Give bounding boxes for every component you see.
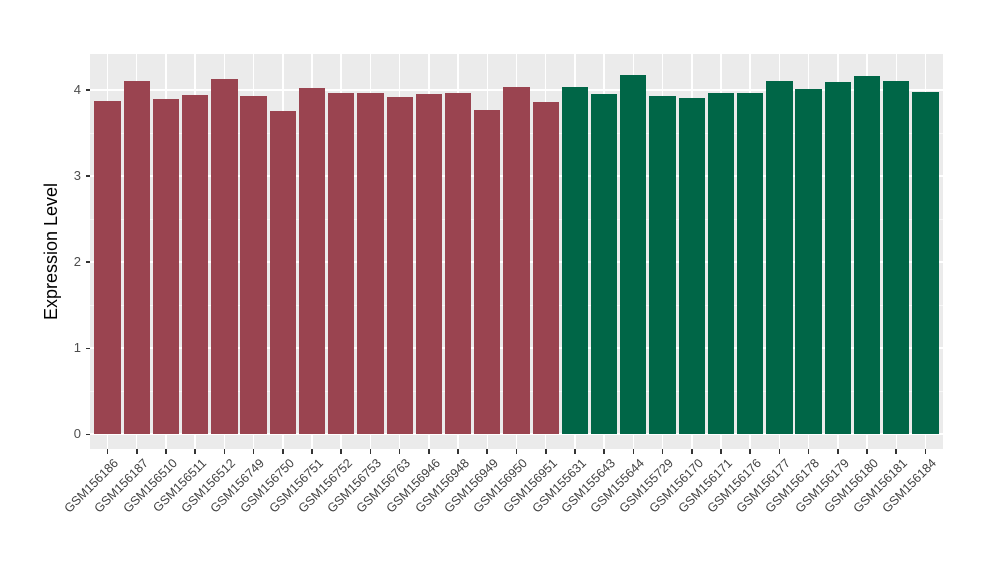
y-tick-label: 3 [73,168,81,184]
bar [561,87,589,435]
bar [824,82,851,435]
bar [240,96,267,435]
bar [912,91,939,435]
y-tick-label: 2 [73,254,81,270]
bar [678,97,705,435]
x-tick-mark [457,449,459,454]
x-tick-mark [720,449,722,454]
bar [211,78,238,435]
bar [386,96,413,435]
x-tick-mark [340,449,343,454]
x-tick-mark [252,449,255,454]
x-tick-mark [515,449,518,454]
bar [503,87,530,435]
y-axis-title: Expression Level [41,182,62,321]
plot-panel [90,54,943,449]
x-tick-mark [223,449,226,454]
x-tick-mark [282,449,284,454]
bar [707,93,735,435]
x-tick-mark [428,449,430,454]
x-tick-mark [398,449,401,454]
x-tick-mark [544,449,547,454]
y-tick-mark [85,89,90,91]
x-tick-mark [165,449,167,454]
bar [883,81,910,435]
bar [620,74,647,435]
bar [269,110,296,435]
x-tick-mark [574,449,576,454]
x-tick-mark [690,449,693,454]
y-tick-mark [85,347,90,350]
bar [152,98,180,435]
y-tick-mark [85,175,90,177]
bar [474,109,501,435]
y-axis-title-box: Expression Level [38,54,66,449]
x-tick-mark [135,449,138,454]
y-tick-label: 0 [73,426,81,442]
bar [123,81,150,435]
bar [532,102,559,435]
bar [298,88,326,435]
x-tick-mark [369,449,372,454]
bar [444,92,472,435]
bar [415,94,442,435]
bar [649,96,676,435]
bar [357,92,384,435]
x-tick-mark [661,449,664,454]
bar [182,95,209,435]
y-tick-label: 1 [73,340,81,356]
x-tick-mark [486,449,489,454]
y-tick-mark [85,433,90,436]
bar [590,94,618,435]
bar [737,92,764,435]
bar [94,101,121,435]
bar [766,80,793,435]
bar [328,92,355,435]
x-tick-mark [749,449,751,454]
x-tick-mark [194,449,196,454]
x-tick-mark [866,449,868,454]
x-tick-mark [106,449,109,454]
x-tick-mark [603,449,605,454]
y-tick-mark [85,261,90,263]
x-tick-mark [778,449,781,454]
bar [853,76,881,435]
x-tick-mark [895,449,898,454]
x-tick-mark [311,449,313,454]
x-tick-mark [632,449,635,454]
y-tick-label: 4 [73,82,81,97]
bar [795,89,822,435]
x-tick-mark [924,449,927,454]
x-tick-mark [837,449,839,454]
x-tick-mark [807,449,810,454]
